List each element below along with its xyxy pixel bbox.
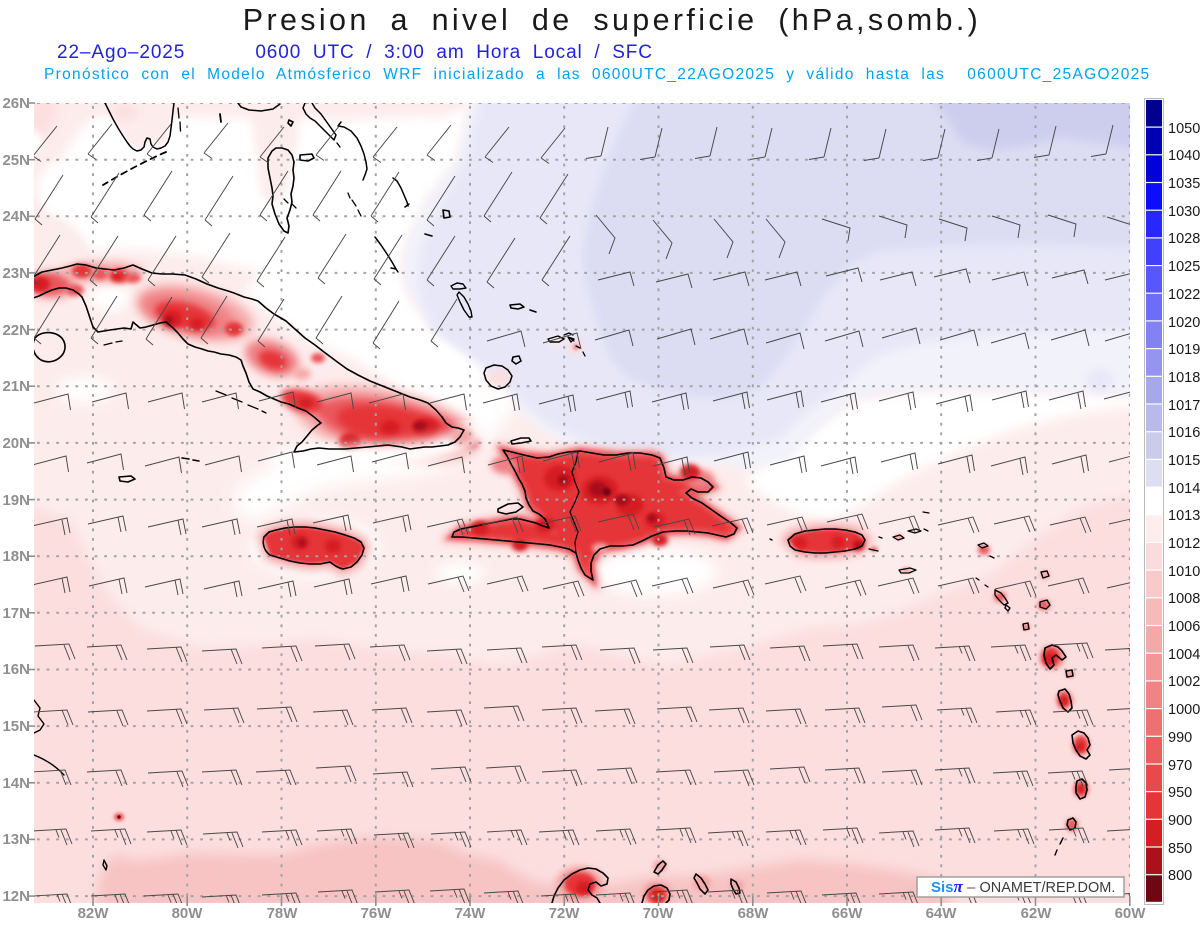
svg-text:74W: 74W (455, 905, 487, 922)
svg-text:24N: 24N (2, 208, 30, 225)
svg-text:800: 800 (1168, 868, 1192, 884)
svg-text:Sisπ – ONAMET/REP.DOM.: Sisπ – ONAMET/REP.DOM. (931, 877, 1115, 896)
svg-text:80W: 80W (172, 905, 204, 922)
svg-text:26N: 26N (2, 95, 30, 112)
svg-text:60W: 60W (1115, 905, 1147, 922)
svg-text:950: 950 (1168, 785, 1192, 801)
svg-text:1013: 1013 (1168, 508, 1200, 524)
svg-text:1000: 1000 (1168, 702, 1200, 718)
svg-text:20N: 20N (2, 435, 30, 452)
svg-text:1019: 1019 (1168, 342, 1200, 358)
svg-text:16N: 16N (2, 661, 30, 678)
svg-text:1030: 1030 (1168, 204, 1200, 220)
svg-text:66W: 66W (832, 905, 864, 922)
svg-text:850: 850 (1168, 841, 1192, 857)
svg-text:1016: 1016 (1168, 425, 1200, 441)
svg-text:1022: 1022 (1168, 287, 1200, 303)
svg-text:70W: 70W (643, 905, 675, 922)
svg-text:78W: 78W (267, 905, 299, 922)
svg-text:1015: 1015 (1168, 453, 1200, 469)
svg-text:64W: 64W (926, 905, 958, 922)
svg-text:1017: 1017 (1168, 398, 1200, 414)
svg-text:1004: 1004 (1168, 647, 1200, 663)
svg-text:1008: 1008 (1168, 591, 1200, 607)
svg-text:14N: 14N (2, 775, 30, 792)
svg-text:23N: 23N (2, 265, 30, 282)
svg-text:1002: 1002 (1168, 674, 1200, 690)
svg-text:19N: 19N (2, 492, 30, 509)
svg-text:1020: 1020 (1168, 315, 1200, 331)
svg-text:62W: 62W (1021, 905, 1053, 922)
svg-text:990: 990 (1168, 730, 1192, 746)
svg-text:25N: 25N (2, 152, 30, 169)
svg-text:18N: 18N (2, 548, 30, 565)
svg-text:900: 900 (1168, 813, 1192, 829)
svg-text:22N: 22N (2, 322, 30, 339)
svg-text:1035: 1035 (1168, 176, 1200, 192)
svg-text:21N: 21N (2, 378, 30, 395)
svg-text:15N: 15N (2, 718, 30, 735)
svg-text:68W: 68W (738, 905, 770, 922)
svg-text:1040: 1040 (1168, 148, 1200, 164)
svg-text:1014: 1014 (1168, 481, 1200, 497)
svg-text:12N: 12N (2, 888, 30, 905)
svg-text:17N: 17N (2, 605, 30, 622)
svg-text:1018: 1018 (1168, 370, 1200, 386)
svg-text:13N: 13N (2, 831, 30, 848)
svg-text:970: 970 (1168, 758, 1192, 774)
svg-text:1050: 1050 (1168, 121, 1200, 137)
svg-text:72W: 72W (549, 905, 581, 922)
svg-text:1025: 1025 (1168, 259, 1200, 275)
svg-text:1006: 1006 (1168, 619, 1200, 635)
svg-text:82W: 82W (78, 905, 110, 922)
svg-text:1028: 1028 (1168, 231, 1200, 247)
svg-text:1012: 1012 (1168, 536, 1200, 552)
svg-text:76W: 76W (361, 905, 393, 922)
svg-text:1010: 1010 (1168, 564, 1200, 580)
